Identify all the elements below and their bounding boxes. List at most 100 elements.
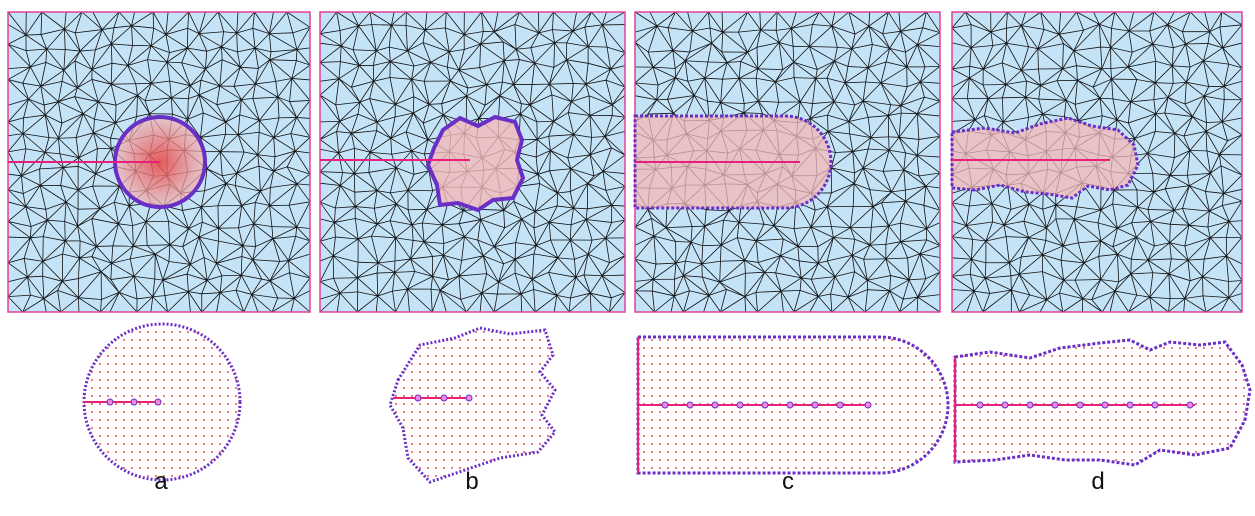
mesh-edge [1073,218,1079,243]
mesh-edge [1184,82,1187,105]
mesh-edge [390,112,414,139]
mesh-edge [21,152,46,177]
mesh-edge [411,224,425,243]
mesh-edge [708,281,721,296]
mesh-edge [40,34,48,50]
mesh-edge [169,80,191,87]
mesh-edge [588,62,611,70]
mesh-edge [916,139,920,156]
mesh-edge [974,290,990,294]
mesh-edge [358,65,374,82]
mesh-edge [259,96,279,121]
mesh-edge [900,31,918,46]
mesh-edge [189,85,200,96]
mesh-edge [1184,225,1190,247]
mesh-edge [132,221,147,247]
mesh-edge [634,226,655,237]
mesh-edge [844,67,869,84]
mesh-edge [1219,11,1223,27]
mesh-edge [923,205,928,229]
mesh-edge [239,99,242,115]
mesh-edge [254,47,271,61]
mesh-edge [150,45,170,53]
mesh-edge [221,46,223,60]
mesh-edge [720,221,740,246]
mesh-edge [496,282,499,295]
mesh-edge [556,277,577,296]
mesh-edge [91,218,119,225]
mesh-edge [466,84,487,97]
mesh-edge [334,206,356,223]
mesh-edge [269,205,273,227]
mesh-edge [687,11,693,32]
mesh-edge [744,296,758,313]
mesh-edge [834,48,853,62]
mesh-edge [1203,47,1223,62]
mesh-edge [1001,43,1007,63]
mesh-edge [667,95,695,100]
mesh-edge [441,210,464,226]
mesh-edge [1152,173,1155,192]
mesh-edge [1154,242,1170,247]
mesh-edge [391,150,412,155]
mesh-edge [519,113,538,140]
mesh-edge [1116,119,1135,139]
mesh-edge [1207,226,1211,238]
mesh-edge [1018,273,1048,300]
mesh-edge [1101,290,1116,313]
mesh-edge [1228,221,1243,238]
mesh-edge [1058,11,1062,35]
mesh-edge [985,277,1012,291]
mesh-edge [26,48,47,52]
mesh-edge [190,257,205,265]
mesh-edge [872,191,892,207]
mesh-edge [99,185,120,209]
mesh-edge [775,30,780,43]
mesh-edge [1021,48,1039,71]
mesh-edge [588,46,608,48]
mesh-edge [1132,43,1153,53]
mesh-edge [1023,203,1030,222]
mesh-edge [792,46,795,63]
mesh-edge [198,227,219,238]
mesh-edge [854,25,870,35]
mesh-edge [241,205,255,225]
mesh-edge [651,291,655,313]
mesh-edge [1205,191,1210,212]
mesh-edge [144,100,150,114]
mesh-edge [1169,242,1185,247]
mesh-edge [1189,172,1211,187]
mesh-edge [110,27,115,44]
mesh-edge [484,84,487,106]
mesh-edge [1174,208,1183,211]
mesh-edge [863,100,891,106]
mesh-edge [47,219,65,222]
mesh-edge [583,274,603,277]
mesh-edge [1202,60,1210,87]
mesh-edge [166,52,170,63]
mesh-edge [674,60,686,69]
mesh-edge [339,292,358,313]
mesh-edge [1207,31,1211,44]
mesh-edge [96,245,113,247]
mesh-edge [58,96,75,103]
mesh-edge [1042,113,1065,118]
mesh-edge [906,66,921,83]
mesh-edge [655,262,676,265]
mesh-edge [493,11,520,33]
mesh-edge [757,290,782,313]
mesh-edge [656,25,669,29]
mesh-edge [775,11,778,31]
mesh-edge [916,27,924,45]
mesh-edge [982,293,991,313]
mesh-edge [1100,240,1118,255]
mesh-edge [221,32,237,48]
mesh-edge [809,296,819,313]
mesh-edge [720,260,745,262]
mesh-edge [136,296,153,300]
mesh-edge [152,296,168,313]
mesh-edge [917,100,941,115]
mesh-edge [376,130,391,139]
mesh-edge [111,245,114,264]
mesh-edge [458,69,469,89]
